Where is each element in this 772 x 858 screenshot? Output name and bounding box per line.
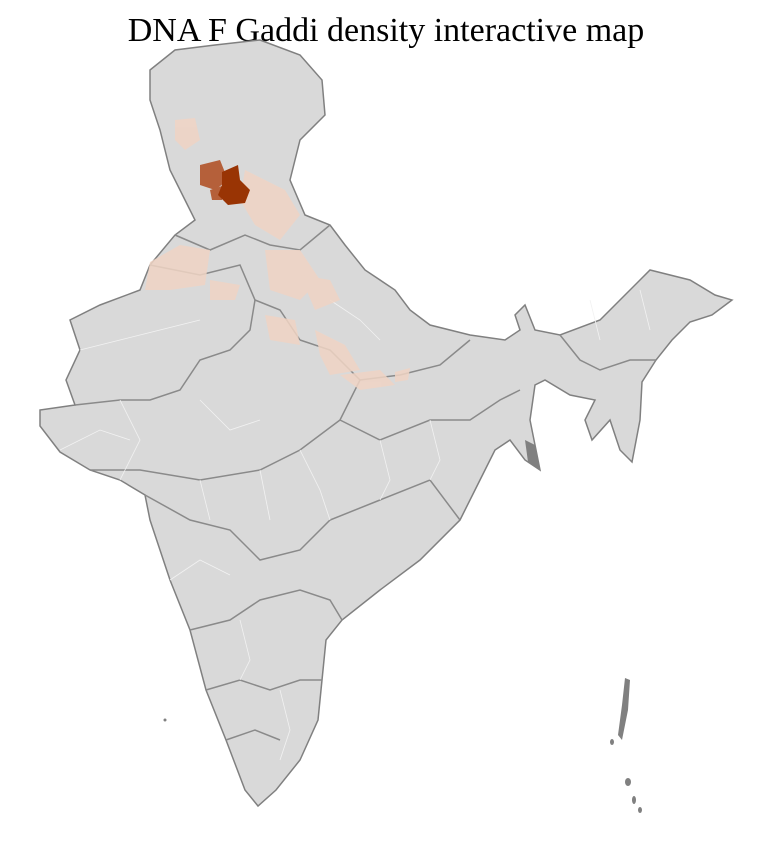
density-low-districts[interactable]: [145, 118, 410, 390]
map-title: DNA F Gaddi density interactive map: [127, 12, 645, 49]
district-borders: [59, 289, 651, 761]
state-borders: [74, 224, 656, 741]
india-landmass: [39, 39, 734, 808]
density-high-district[interactable]: [218, 165, 250, 205]
sundarbans-coast: [525, 440, 540, 470]
india-outline[interactable]: [39, 39, 734, 808]
andaman-nicobar-islands[interactable]: [610, 678, 642, 813]
lakshadweep-islands: [163, 718, 167, 722]
